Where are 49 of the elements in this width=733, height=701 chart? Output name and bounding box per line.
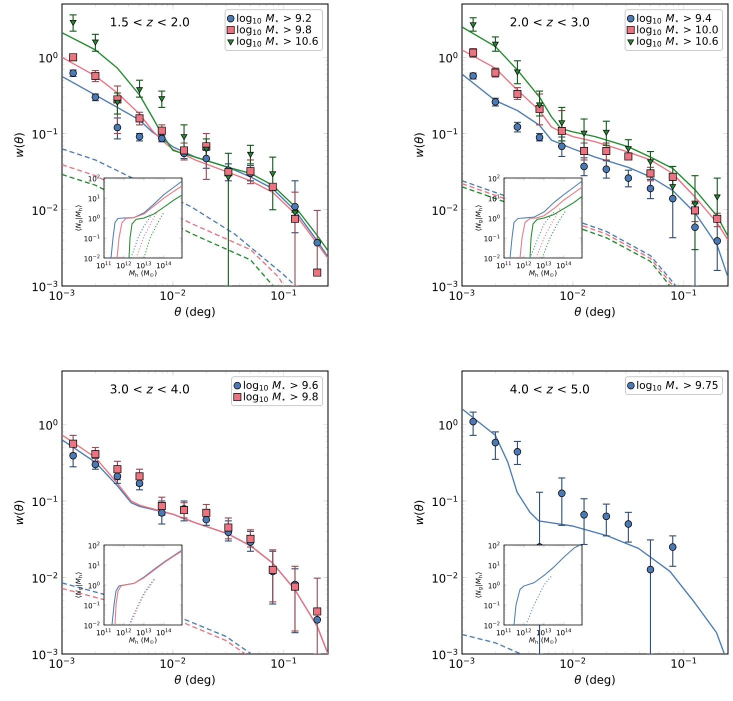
x-tick-label: 10$^{−3}$ bbox=[50, 290, 74, 300]
legend-label: log$_{10}$ M$_{⋆}$ > 10.6 bbox=[637, 36, 718, 47]
y-tick-label: 10$^{−1}$ bbox=[32, 496, 58, 506]
x-tick-label: 10$^{−1}$ bbox=[272, 290, 296, 300]
y-tick-label: 10$^{−3}$ bbox=[32, 648, 58, 660]
x-tick-label: 10$^{−1}$ bbox=[672, 658, 696, 668]
x-tick-label: 10$^{−1}$ bbox=[272, 658, 296, 668]
y-tick-label: 10$^{−1}$ bbox=[432, 128, 458, 139]
x-tick-label: 10$^{−2}$ bbox=[160, 658, 186, 668]
x-axis-title: θ (deg) bbox=[174, 674, 215, 686]
y-tick-label: 10$^{0}$ bbox=[39, 419, 58, 430]
legend-label: log$_{10}$ M$_{⋆}$ > 9.8 bbox=[244, 392, 318, 402]
x-tick-label: 10$^{−3}$ bbox=[50, 658, 74, 668]
y-tick-label: 10$^{−3}$ bbox=[432, 648, 458, 660]
y-axis-title: w(θ) bbox=[414, 500, 425, 524]
legend-label: log$_{10}$ M$_{⋆}$ > 9.2 bbox=[237, 14, 311, 24]
y-axis-title: w(θ) bbox=[14, 500, 25, 524]
y-tick-label: 10$^{−1}$ bbox=[432, 496, 458, 506]
y-tick-label: 10$^{0}$ bbox=[39, 52, 58, 63]
x-tick-label: 10$^{−1}$ bbox=[672, 290, 696, 300]
x-tick-label: 10$^{−3}$ bbox=[450, 658, 474, 668]
x-tick-label: 10$^{−3}$ bbox=[450, 290, 474, 300]
legend-label: log$_{10}$ M$_{⋆}$ > 9.75 bbox=[637, 380, 718, 392]
x-axis-title: θ (deg) bbox=[574, 306, 615, 318]
x-tick-label: 10$^{−2}$ bbox=[160, 290, 186, 300]
y-tick-label: 10$^{−2}$ bbox=[32, 204, 58, 215]
legend-label: log$_{10}$ M$_{⋆}$ > 9.4 bbox=[637, 14, 712, 24]
legend-label: log$_{10}$ M$_{⋆}$ > 9.6 bbox=[244, 380, 318, 392]
y-axis-title: w(θ) bbox=[414, 133, 425, 157]
legend-label: log$_{10}$ M$_{⋆}$ > 10.0 bbox=[637, 25, 718, 36]
x-tick-label: 10$^{−2}$ bbox=[560, 290, 586, 300]
text: 3.0 < z < 4.0 bbox=[110, 384, 189, 394]
y-tick-label: 10$^{0}$ bbox=[439, 419, 458, 430]
text: 2.0 < z < 3.0 bbox=[510, 17, 589, 26]
legend-label: log$_{10}$ M$_{⋆}$ > 9.8 bbox=[237, 25, 312, 36]
legend-label: log$_{10}$ M$_{⋆}$ > 10.6 bbox=[237, 36, 318, 47]
text: 1.5 < z < 2.0 bbox=[111, 17, 189, 26]
y-tick-label: 10$^{−2}$ bbox=[32, 572, 58, 583]
y-tick-label: 10$^{−2}$ bbox=[432, 204, 458, 215]
x-axis-title: θ (deg) bbox=[174, 306, 215, 318]
x-tick-label: 10$^{−2}$ bbox=[560, 658, 586, 668]
y-axis-title: w(θ) bbox=[14, 133, 25, 157]
text: 4.0 < z < 5.0 bbox=[510, 384, 589, 394]
y-tick-label: 10$^{−3}$ bbox=[432, 280, 458, 292]
x-axis-title: θ (deg) bbox=[574, 674, 615, 686]
y-tick-label: 10$^{−1}$ bbox=[32, 128, 58, 139]
y-tick-label: 10$^{−2}$ bbox=[432, 572, 458, 583]
y-tick-label: 10$^{0}$ bbox=[439, 52, 458, 63]
y-tick-label: 10$^{−3}$ bbox=[32, 280, 58, 292]
